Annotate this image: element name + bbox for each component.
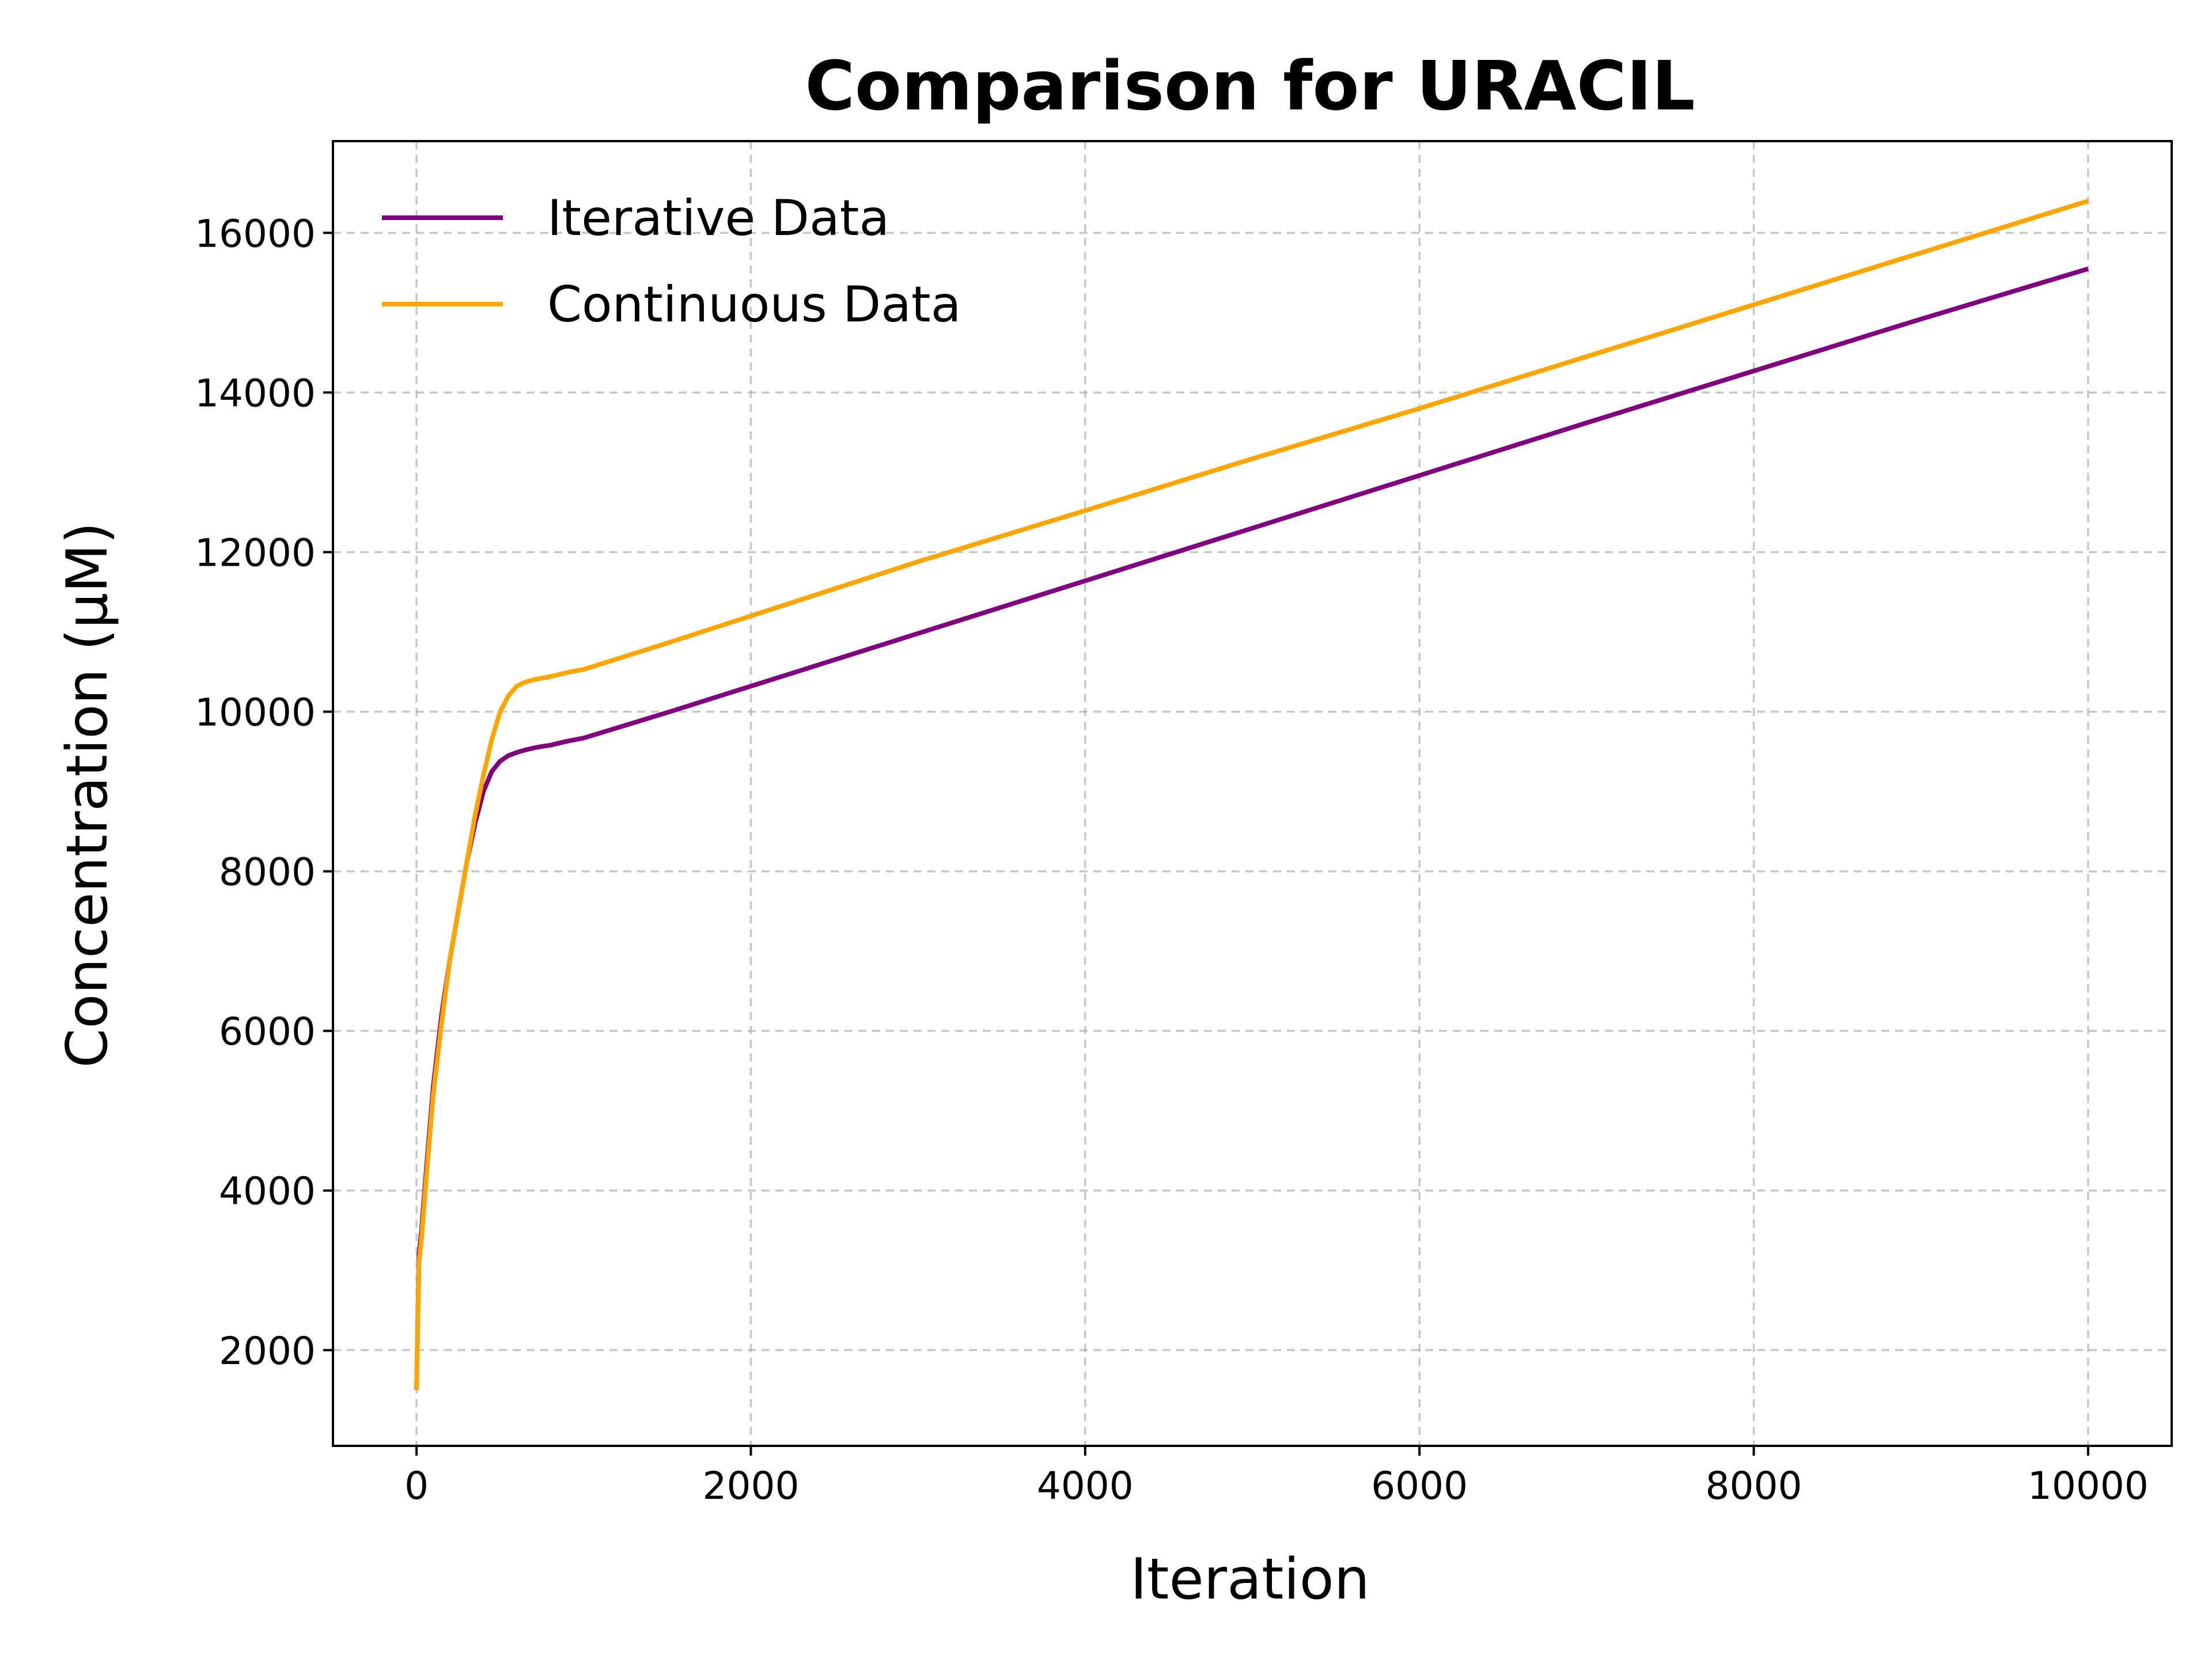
- x-axis-label: Iteration: [1130, 1547, 1370, 1612]
- y-tick-label: 10000: [195, 691, 316, 735]
- plot-frame: [332, 140, 2173, 1447]
- x-tick-label: 4000: [1037, 1464, 1134, 1508]
- x-tick-label: 0: [404, 1464, 429, 1508]
- y-tick-label: 14000: [195, 371, 316, 415]
- x-tick-label: 6000: [1371, 1464, 1468, 1508]
- chart-title: Comparison for URACIL: [805, 46, 1695, 126]
- legend-label: Iterative Data: [547, 190, 889, 247]
- x-tick-label: 2000: [702, 1464, 799, 1508]
- series-line-continuous-data: [414, 199, 2089, 1391]
- y-tick-label: 12000: [195, 531, 316, 575]
- series-layer: [414, 199, 2089, 1391]
- y-tick-label: 6000: [219, 1010, 316, 1054]
- legend: Iterative Data Continuous Data: [382, 190, 961, 334]
- x-tick-label: 8000: [1706, 1464, 1802, 1508]
- legend-label: Continuous Data: [547, 276, 961, 334]
- y-tick-label: 4000: [219, 1169, 316, 1214]
- y-tick-label: 16000: [195, 211, 316, 256]
- x-tick-label: 10000: [2028, 1464, 2149, 1508]
- y-tick-label: 2000: [219, 1329, 316, 1373]
- grid: [333, 141, 2172, 1446]
- y-tick-label: 8000: [219, 850, 316, 895]
- ticks: 0 2000 4000 6000 8000 10000 2000 4000 6000 8000 10…: [195, 211, 2149, 1508]
- y-axis-label: Concentration (μM): [55, 522, 120, 1068]
